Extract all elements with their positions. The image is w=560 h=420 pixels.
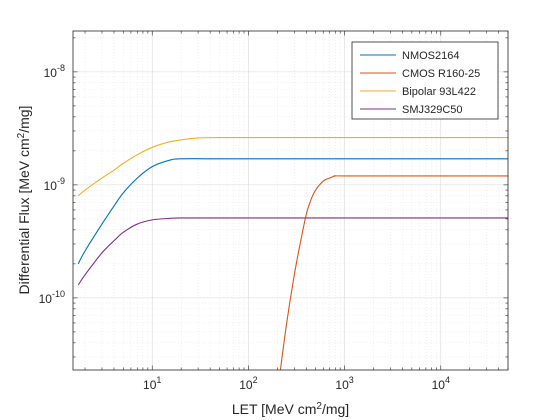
y-axis-label: Differential Flux [MeV cm2/mg] xyxy=(16,106,32,295)
legend-label-1: CMOS R160-25 xyxy=(402,68,480,80)
series-lines xyxy=(77,137,508,370)
legend-label-2: Bipolar 93L422 xyxy=(402,86,476,98)
legend-label-3: SMJ329C50 xyxy=(402,104,463,116)
series-line-3 xyxy=(77,217,508,286)
y-tick-label: 10-10 xyxy=(39,289,65,306)
axis-ticks xyxy=(73,31,509,370)
x-tick-label: 102 xyxy=(239,375,257,392)
x-axis-label: LET [MeV cm2/mg] xyxy=(232,401,349,417)
axes-box xyxy=(72,30,509,371)
legend: NMOS2164 CMOS R160-25 Bipolar 93L422 SMJ329… xyxy=(351,41,499,120)
tick-labels: 101 102 103 104 10-10 10-9 10-8 xyxy=(39,63,450,392)
x-tick-label: 104 xyxy=(432,375,450,392)
y-tick-label: 10-8 xyxy=(44,63,65,80)
series-line-2 xyxy=(77,137,508,197)
series-line-1 xyxy=(279,175,508,370)
legend-label-0: NMOS2164 xyxy=(402,50,459,62)
series-line-0 xyxy=(77,158,508,265)
x-tick-label: 101 xyxy=(143,375,161,392)
x-tick-label: 103 xyxy=(335,375,353,392)
y-tick-label: 10-9 xyxy=(44,176,65,193)
